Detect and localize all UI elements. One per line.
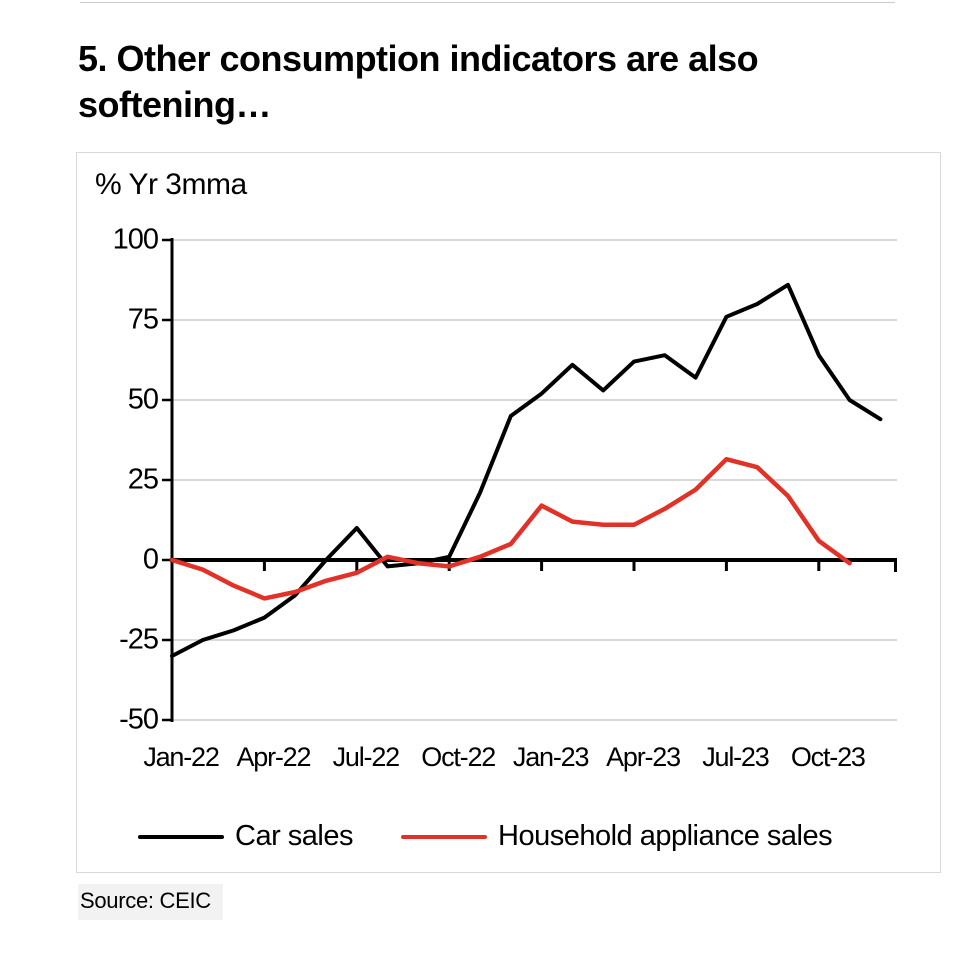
y-tick-label-75: 75 bbox=[127, 303, 159, 336]
y-tick-label-50: 50 bbox=[127, 383, 159, 416]
appliance-sales-line-swatch bbox=[401, 834, 487, 839]
x-tick-label-Jul-23: Jul-23 bbox=[702, 742, 770, 772]
y-tick-label--25: -25 bbox=[119, 623, 159, 656]
car-sales-line-swatch bbox=[138, 834, 224, 839]
y-tick-label--50: -50 bbox=[119, 703, 159, 736]
x-tick-label-Jan-22: Jan-22 bbox=[143, 742, 220, 772]
y-tick-label-0: 0 bbox=[142, 543, 159, 576]
x-tick-label-Apr-22: Apr-22 bbox=[236, 742, 311, 772]
legend-item-appliance-sales: Household appliance sales bbox=[401, 820, 833, 853]
y-tick-label-25: 25 bbox=[127, 463, 159, 496]
legend-label-car-sales: Car sales bbox=[235, 820, 354, 852]
legend-item-car-sales: Car sales bbox=[138, 820, 354, 853]
x-tick-label-Oct-22: Oct-22 bbox=[421, 742, 496, 772]
y-axis-unit-label: % Yr 3mma bbox=[95, 168, 247, 201]
x-tick-label-Jul-22: Jul-22 bbox=[332, 742, 401, 772]
top-divider bbox=[80, 2, 895, 3]
y-tick-label-100: 100 bbox=[112, 223, 159, 256]
x-tick-label-Apr-23: Apr-23 bbox=[606, 742, 681, 772]
page-title: 5. Other consumption indicators are also… bbox=[78, 38, 759, 126]
legend-label-appliance-sales: Household appliance sales bbox=[498, 820, 833, 852]
chart-legend: Car sales Household appliance sales bbox=[138, 820, 898, 853]
source-note: Source: CEIC bbox=[78, 884, 223, 920]
x-tick-label-Oct-23: Oct-23 bbox=[790, 742, 866, 772]
x-tick-label-Jan-23: Jan-23 bbox=[512, 742, 590, 772]
